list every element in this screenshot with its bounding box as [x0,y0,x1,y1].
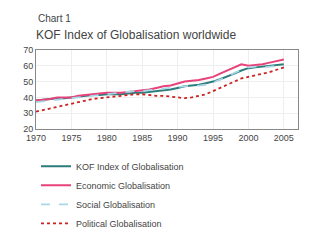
svg-text:KOF Index of Globalisation: KOF Index of Globalisation [76,162,184,172]
svg-text:Economic Globalisation: Economic Globalisation [76,181,170,191]
svg-text:Political Globalisation: Political Globalisation [76,219,162,229]
svg-text:1975: 1975 [61,133,81,143]
svg-text:Chart 1: Chart 1 [38,13,71,24]
svg-text:40: 40 [23,93,33,103]
svg-text:1985: 1985 [132,133,152,143]
svg-text:2000: 2000 [238,133,258,143]
svg-text:1980: 1980 [97,133,117,143]
svg-text:1990: 1990 [168,133,188,143]
svg-text:50: 50 [23,77,33,87]
svg-text:1970: 1970 [26,133,46,143]
svg-text:2005: 2005 [274,133,294,143]
svg-text:30: 30 [23,108,33,118]
svg-text:1995: 1995 [203,133,223,143]
svg-text:70: 70 [23,45,33,55]
svg-text:60: 60 [23,61,33,71]
svg-text:KOF Index of Globalisation wor: KOF Index of Globalisation worldwide [36,28,236,42]
svg-text:Social Globalisation: Social Globalisation [76,200,155,210]
svg-text:20: 20 [23,124,33,134]
